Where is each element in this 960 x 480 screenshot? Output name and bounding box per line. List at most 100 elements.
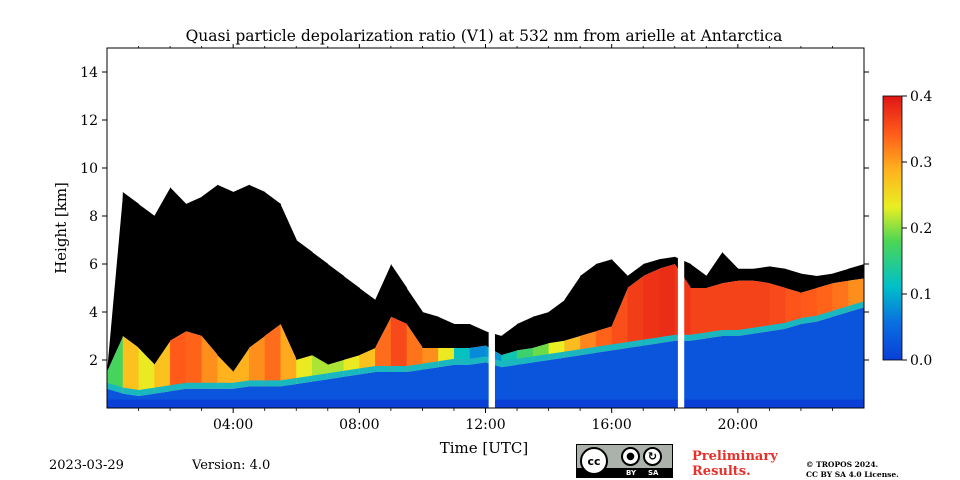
depol-layer-cell [658,264,676,344]
aerosol-free-region [501,324,518,356]
boundary-layer-edge [375,366,392,372]
boundary-layer-cell [658,340,676,408]
boundary-layer-edge [217,382,234,389]
boundary-layer-edge [737,327,755,336]
colorbar-tick-label: 0.4 [910,89,932,105]
aerosol-free-region [296,240,313,360]
depol-layer-cell [264,324,281,387]
boundary-layer-edge [422,361,439,370]
boundary-layer-cell [627,345,644,408]
boundary-layer-cell [580,352,597,408]
aerosol-free-region [658,256,676,269]
depol-layer-cell [154,340,171,394]
cc-license-badge: cc ● ↻ BY SA [576,444,673,478]
aerosol-free-region [816,273,833,288]
aerosol-free-region [154,187,171,365]
preliminary-line-2: Results. [692,464,751,479]
depol-layer-cell [406,324,423,372]
boundary-layer-cell [532,360,550,408]
x-tick-label: 04:00 [213,417,253,433]
y-axis-label: Height [km] [52,182,70,274]
boundary-layer-edge [816,310,833,322]
aerosol-free-region [138,204,155,365]
boundary-layer-cell [469,362,486,408]
boundary-layer-edge [532,354,550,363]
boundary-layer-edge [312,373,329,382]
boundary-layer-edge [233,380,250,389]
boundary-layer-edge [690,332,707,341]
depol-layer-cell [122,336,140,396]
cc-icon: cc [580,447,608,475]
y-tick-label: 8 [89,209,98,225]
aerosol-free-region [248,184,266,348]
boundary-layer-edge [390,366,408,372]
boundary-layer-edge [595,344,613,353]
aerosol-free-region [406,288,423,348]
boundary-layer-edge [848,301,864,312]
aerosol-free-region [375,264,392,348]
colorbar-tick-label: 0.0 [910,353,932,369]
data-gap [677,48,685,408]
boundary-layer-edge [469,356,486,365]
aerosol-free-region [785,268,802,293]
boundary-layer-cell [737,333,755,408]
aerosol-free-region [643,259,660,276]
x-axis: 04:00 08:00 12:00 16:00 20:00 [138,44,833,433]
depol-layer-cell [170,331,187,392]
boundary-layer-edge [170,382,187,392]
aerosol-free-region [722,252,739,284]
cc-sa-label: SA [648,469,659,477]
boundary-layer-edge [753,325,770,334]
aerosol-free-region [532,312,550,348]
boundary-layer-cell [390,372,408,408]
boundary-layer-edge [548,351,565,360]
boundary-layer-edge [706,330,723,339]
depol-layer-cell [722,280,739,336]
boundary-layer-edge [722,330,739,336]
y-tick-label: 6 [89,257,98,273]
colorbar-tick-label: 0.1 [910,287,932,303]
y-tick-label: 14 [80,65,98,81]
y-tick-label: 4 [89,305,98,321]
boundary-layer-edge [406,363,423,372]
aerosol-free-region [848,264,864,281]
boundary-layer-cell [643,343,660,408]
boundary-layer-edge [658,334,676,344]
by-person-icon: ● [621,447,640,466]
boundary-layer-cell [359,372,376,408]
boundary-layer-edge [627,339,644,348]
colorbar-ticks: 0.0 0.1 0.2 0.3 0.4 [902,89,932,369]
x-tick-label: 20:00 [718,417,758,433]
boundary-layer-edge [785,318,802,329]
boundary-layer-edge [643,337,660,346]
boundary-layer-cell [453,364,471,408]
boundary-layer-edge [154,385,171,394]
boundary-layer-cell [517,362,534,408]
depol-layer-cell [248,336,266,387]
copyright-line-1: © TROPOS 2024. [806,460,879,469]
depol-layer-cell [769,283,786,332]
depol-layer-cell [611,288,628,351]
depol-layer-cell [690,288,707,341]
boundary-layer-cell [501,364,518,408]
x-tick-label: 16:00 [591,417,631,433]
aerosol-free-region [469,324,486,348]
boundary-layer-edge [296,375,313,384]
aerosol-free-region [438,316,455,348]
aerosol-free-region [312,252,329,365]
preliminary-line-1: Preliminary [692,449,778,464]
boundary-layer-edge [769,322,786,332]
aerosol-free-region [453,324,471,348]
aerosol-free-region [343,276,360,360]
boundary-layer-cell [816,316,833,408]
boundary-layer-cell [406,369,423,408]
boundary-layer-cell [548,357,565,408]
x-tick-label: 12:00 [465,417,505,433]
depol-layer-cell [217,355,234,389]
depol-layer-cell [737,280,755,336]
aerosol-free-region [800,273,818,293]
copyright-note: © TROPOS 2024. CC BY SA 4.0 License. [806,460,899,480]
x-tick-label: 08:00 [339,417,379,433]
aerosol-free-region [327,264,345,365]
boundary-layer-edge [185,382,203,389]
